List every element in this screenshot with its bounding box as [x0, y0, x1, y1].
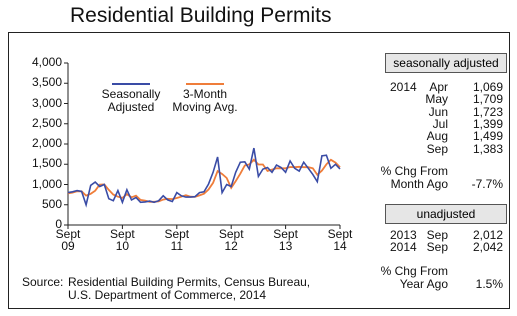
sa-month: Aug	[426, 129, 448, 144]
sa-month: Apr	[429, 80, 448, 94]
sa-month: Sep	[426, 141, 448, 156]
month-chg-value: -7.7%	[471, 177, 503, 191]
y-tick-label: 2,000	[31, 136, 62, 150]
x-tick-label: Sept 14	[327, 227, 353, 253]
sa-value: 1,399	[472, 116, 503, 131]
sa-month: Jul	[432, 116, 448, 131]
sa-value: 1,499	[472, 129, 503, 144]
y-tick-label: 500	[41, 196, 62, 211]
month-chg-label: % Chg From Month Ago	[380, 164, 448, 191]
y-tick-label: 1,500	[31, 156, 62, 171]
x-tick-label: Sept 11	[164, 227, 190, 253]
sa-value: 1,709	[472, 92, 503, 107]
y-tick-label: 0	[55, 217, 62, 231]
source: Residential Building Permits, Census Bur…	[68, 275, 311, 302]
y-tick-label: 3,500	[31, 75, 62, 90]
legend-label: Seasonally Adjusted	[101, 87, 161, 114]
sa-year: 2014	[390, 80, 417, 94]
source-label: Source:	[22, 275, 64, 289]
unadj-month: Sep	[426, 228, 448, 242]
series-line	[67, 158, 341, 203]
unadj-month: Sep	[426, 240, 448, 255]
sa-value: 1,383	[472, 141, 503, 156]
sa-value: 1,069	[472, 80, 503, 94]
y-tick-label: 2,500	[31, 115, 62, 130]
y-tick-label: 4,000	[31, 55, 62, 69]
y-tick-label: 1,000	[31, 176, 62, 191]
unadj-value: 2,042	[472, 240, 503, 255]
sa-month: Jun	[428, 104, 448, 119]
unadj-year: 2013	[390, 228, 417, 242]
sa-value: 1,723	[472, 104, 503, 119]
x-tick-label: Sept 09	[55, 227, 81, 253]
year-chg-value: 1.5%	[475, 277, 503, 291]
year-chg-label: % Chg From Year Ago	[380, 264, 448, 291]
sa-header: seasonally adjusted	[385, 53, 507, 73]
series-line	[67, 147, 341, 208]
y-tick-label: 3,000	[31, 95, 62, 110]
unadj-value: 2,012	[472, 228, 503, 242]
chart-title: Residential Building Permits	[70, 4, 332, 27]
x-tick-label: Sept 10	[110, 227, 135, 253]
frame	[8, 32, 510, 309]
unadj-header: unadjusted	[385, 204, 507, 224]
unadj-year: 2014	[390, 240, 417, 255]
x-tick-label: Sept 12	[218, 227, 244, 253]
sa-month: May	[425, 92, 448, 107]
x-tick-label: Sept 13	[273, 227, 298, 253]
legend-label: 3-Month Moving Avg.	[172, 87, 238, 114]
